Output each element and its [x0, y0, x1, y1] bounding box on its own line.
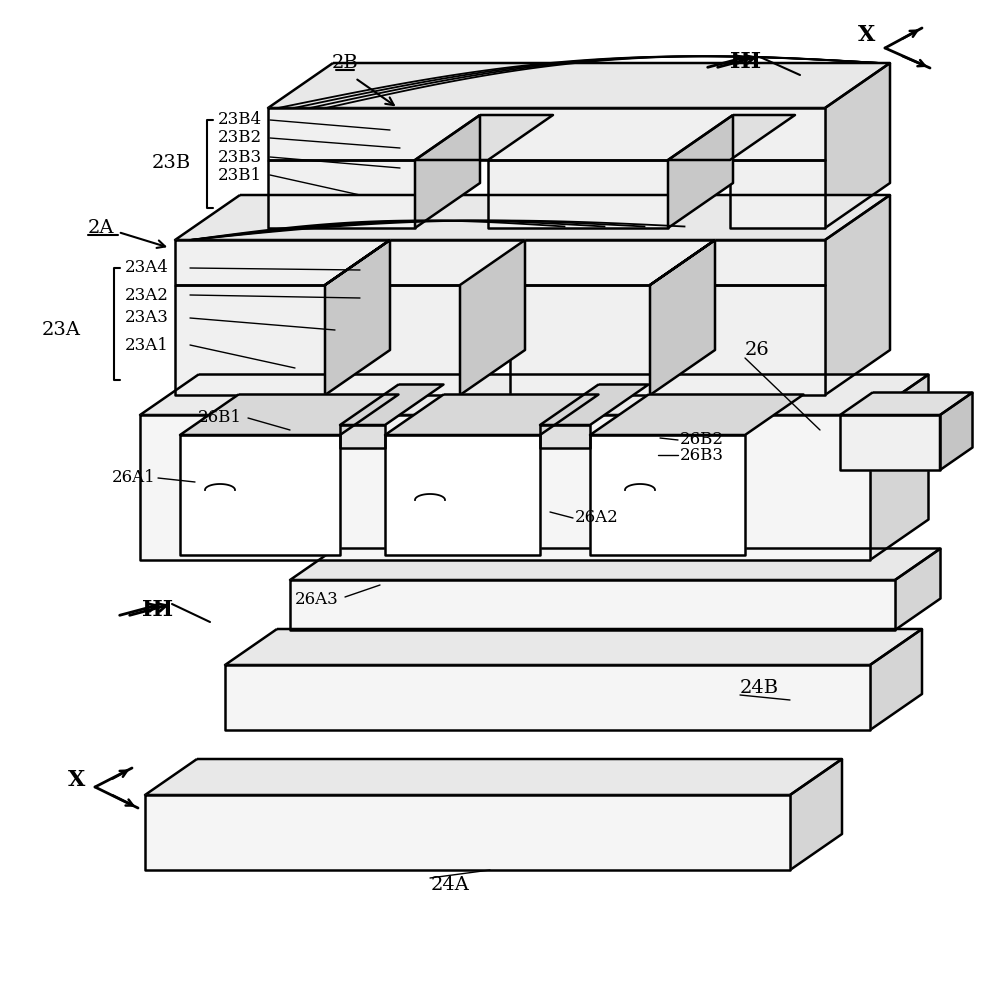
Text: 23A2: 23A2: [125, 287, 169, 304]
Text: 23B1: 23B1: [218, 166, 262, 184]
Text: 24A: 24A: [431, 876, 469, 894]
Text: 26: 26: [745, 341, 770, 359]
Text: 23A4: 23A4: [125, 259, 169, 277]
Polygon shape: [415, 115, 480, 228]
Polygon shape: [268, 160, 415, 228]
Polygon shape: [668, 115, 795, 160]
Polygon shape: [180, 435, 340, 555]
Text: 26B3: 26B3: [680, 446, 724, 464]
Polygon shape: [540, 425, 590, 448]
Polygon shape: [175, 240, 825, 285]
Text: 26A3: 26A3: [295, 591, 339, 608]
Polygon shape: [225, 665, 870, 730]
Polygon shape: [650, 240, 715, 285]
Text: 23A3: 23A3: [125, 310, 169, 326]
Polygon shape: [870, 629, 922, 730]
Polygon shape: [180, 395, 398, 435]
Polygon shape: [730, 160, 825, 228]
Polygon shape: [340, 425, 385, 448]
Polygon shape: [145, 759, 842, 795]
Text: 26B2: 26B2: [680, 431, 724, 448]
Polygon shape: [290, 580, 895, 630]
Polygon shape: [325, 240, 390, 285]
Polygon shape: [225, 629, 922, 665]
Text: 23A: 23A: [42, 321, 81, 339]
Polygon shape: [825, 195, 890, 395]
Polygon shape: [840, 415, 940, 470]
Text: 23B2: 23B2: [218, 130, 262, 146]
Polygon shape: [650, 285, 825, 395]
Polygon shape: [940, 393, 972, 470]
Polygon shape: [895, 549, 940, 630]
Text: X: X: [68, 769, 85, 791]
Polygon shape: [290, 549, 940, 580]
Polygon shape: [175, 195, 890, 240]
Polygon shape: [870, 375, 928, 560]
Text: 2A: 2A: [88, 219, 114, 237]
Polygon shape: [385, 435, 540, 555]
Text: 24B: 24B: [740, 679, 779, 697]
Polygon shape: [385, 395, 598, 435]
Text: 23A1: 23A1: [125, 336, 169, 353]
Polygon shape: [175, 285, 325, 395]
Text: 26A2: 26A2: [575, 509, 619, 526]
Polygon shape: [540, 385, 648, 425]
Polygon shape: [460, 240, 525, 395]
Polygon shape: [325, 240, 390, 395]
Polygon shape: [650, 240, 715, 395]
Polygon shape: [590, 395, 804, 435]
Text: X: X: [858, 24, 875, 46]
Polygon shape: [415, 115, 553, 160]
Polygon shape: [140, 375, 928, 415]
Polygon shape: [268, 63, 890, 108]
Text: 23B: 23B: [152, 154, 191, 172]
Polygon shape: [268, 108, 825, 160]
Text: 23B4: 23B4: [218, 112, 262, 129]
Polygon shape: [825, 63, 890, 228]
Text: 2B: 2B: [332, 54, 358, 72]
Polygon shape: [488, 160, 668, 228]
Polygon shape: [790, 759, 842, 870]
Text: III: III: [730, 51, 761, 73]
Polygon shape: [840, 393, 972, 415]
Text: 23B3: 23B3: [218, 148, 262, 165]
Polygon shape: [325, 285, 460, 395]
Polygon shape: [140, 415, 870, 560]
Text: III: III: [142, 599, 173, 621]
Polygon shape: [668, 115, 733, 228]
Polygon shape: [590, 435, 745, 555]
Polygon shape: [510, 285, 650, 395]
Polygon shape: [145, 795, 790, 870]
Polygon shape: [340, 385, 444, 425]
Text: 26B1: 26B1: [198, 409, 242, 426]
Text: 26A1: 26A1: [112, 470, 156, 487]
